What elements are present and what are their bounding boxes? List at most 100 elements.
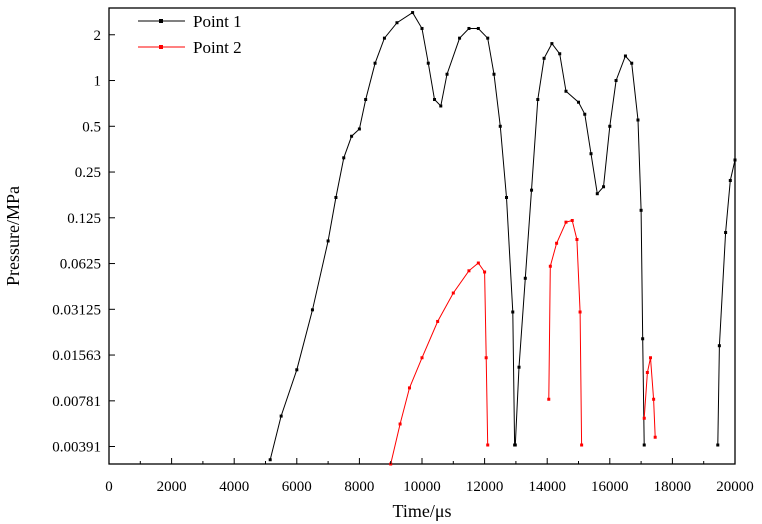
data-point <box>326 239 330 243</box>
data-point <box>589 152 593 156</box>
data-point <box>595 192 599 196</box>
data-point <box>484 356 488 360</box>
series-2 <box>389 218 657 466</box>
legend: Point 1 Point 2 <box>138 12 242 57</box>
data-point <box>717 344 721 348</box>
data-point <box>642 443 646 447</box>
data-point <box>433 98 437 102</box>
data-point <box>523 276 527 280</box>
data-point <box>716 443 720 447</box>
x-tick-label: 4000 <box>219 479 249 495</box>
data-point <box>641 337 645 341</box>
data-point <box>350 134 354 138</box>
y-tick-label: 0.01563 <box>52 348 101 364</box>
data-point <box>426 61 430 65</box>
data-point <box>530 188 534 192</box>
data-point <box>578 310 582 314</box>
x-tick-label: 18000 <box>654 479 692 495</box>
legend-label: Point 1 <box>193 12 242 31</box>
x-tick-label: 12000 <box>466 479 504 495</box>
y-tick-label: 0.03125 <box>52 302 101 318</box>
series-line <box>390 262 489 465</box>
data-point <box>476 261 480 265</box>
data-point <box>373 61 377 65</box>
y-tick-label: 1 <box>94 74 102 90</box>
data-point <box>623 54 627 58</box>
data-point <box>536 98 540 102</box>
data-point <box>310 308 314 312</box>
data-point <box>436 319 440 323</box>
data-point <box>451 291 455 295</box>
data-point <box>342 156 346 160</box>
y-tick-label: 2 <box>94 28 102 44</box>
data-point <box>733 158 737 162</box>
data-point <box>648 356 652 360</box>
data-point <box>575 237 579 241</box>
y-tick-label: 0.00391 <box>52 440 101 456</box>
data-point <box>407 386 411 390</box>
data-point <box>364 98 368 102</box>
data-point <box>602 185 606 189</box>
series-line <box>548 219 583 446</box>
series-1 <box>268 11 737 462</box>
data-point <box>570 218 574 222</box>
data-point <box>564 220 568 224</box>
x-tick-label: 10000 <box>403 479 441 495</box>
data-point <box>653 435 657 439</box>
y-axis-title: Pressure/MPa <box>3 186 23 286</box>
legend-marker <box>159 19 163 23</box>
data-point <box>580 443 584 447</box>
data-point <box>636 118 640 122</box>
series-line <box>269 11 516 460</box>
data-point <box>548 264 552 268</box>
x-tick-label: 16000 <box>591 479 629 495</box>
data-point <box>505 195 509 199</box>
data-point <box>498 124 502 128</box>
data-point <box>483 270 487 274</box>
y-tick-label: 0.125 <box>67 211 101 227</box>
data-point <box>724 231 728 235</box>
x-tick-label: 14000 <box>528 479 566 495</box>
data-point <box>486 443 490 447</box>
x-tick-label: 6000 <box>282 479 312 495</box>
x-axis: 0 2000 4000 6000 8000 10000 12000 14000 16000 180… <box>105 458 754 495</box>
data-point <box>511 310 515 314</box>
data-point <box>411 11 415 15</box>
series-line <box>514 42 645 446</box>
legend-label: Point 2 <box>193 38 242 57</box>
data-point <box>467 269 471 273</box>
data-point <box>583 112 587 116</box>
data-point <box>550 42 554 46</box>
data-point <box>486 36 490 40</box>
data-point <box>445 72 449 76</box>
data-point <box>555 241 559 245</box>
y-tick-label: 0.0625 <box>60 257 101 273</box>
x-tick-label: 0 <box>105 479 113 495</box>
y-tick-label: 0.00781 <box>52 394 101 410</box>
x-tick-label: 2000 <box>157 479 187 495</box>
data-point <box>639 208 643 212</box>
data-point <box>614 79 618 83</box>
data-point <box>608 124 612 128</box>
series-line <box>717 159 736 446</box>
y-tick-label: 0.25 <box>75 165 101 181</box>
data-point <box>295 368 299 372</box>
data-point <box>467 26 471 30</box>
data-point <box>517 365 521 369</box>
y-tick-label: 0.5 <box>82 119 101 135</box>
data-point <box>476 26 480 30</box>
y-axis: 2 1 0.5 0.25 0.125 0.0625 0.03125 0.01563 0.0078… <box>52 28 115 456</box>
data-point <box>268 458 272 462</box>
data-point <box>728 178 732 182</box>
data-point <box>558 52 562 56</box>
data-point <box>652 397 656 401</box>
data-point <box>542 56 546 60</box>
data-point <box>564 89 568 93</box>
data-point <box>395 21 399 25</box>
data-point <box>398 422 402 426</box>
data-point <box>420 26 424 30</box>
data-point <box>382 36 386 40</box>
data-point <box>642 416 646 420</box>
x-axis-title: Time/μs <box>392 501 451 521</box>
